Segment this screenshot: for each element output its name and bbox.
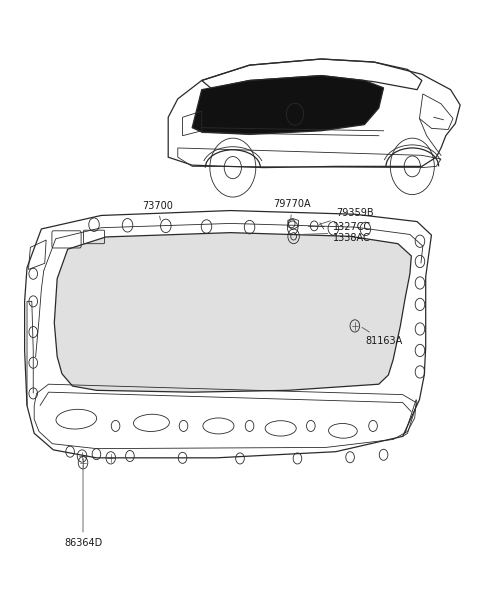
Text: 79359B: 79359B (319, 208, 373, 224)
Text: 79770A: 79770A (274, 199, 311, 221)
Text: 86364D: 86364D (64, 465, 102, 547)
Text: 81163A: 81163A (362, 327, 403, 346)
Polygon shape (192, 76, 384, 135)
Text: 1327CC
1338AC: 1327CC 1338AC (302, 222, 372, 244)
Text: 73700: 73700 (142, 200, 173, 220)
Polygon shape (54, 232, 411, 392)
